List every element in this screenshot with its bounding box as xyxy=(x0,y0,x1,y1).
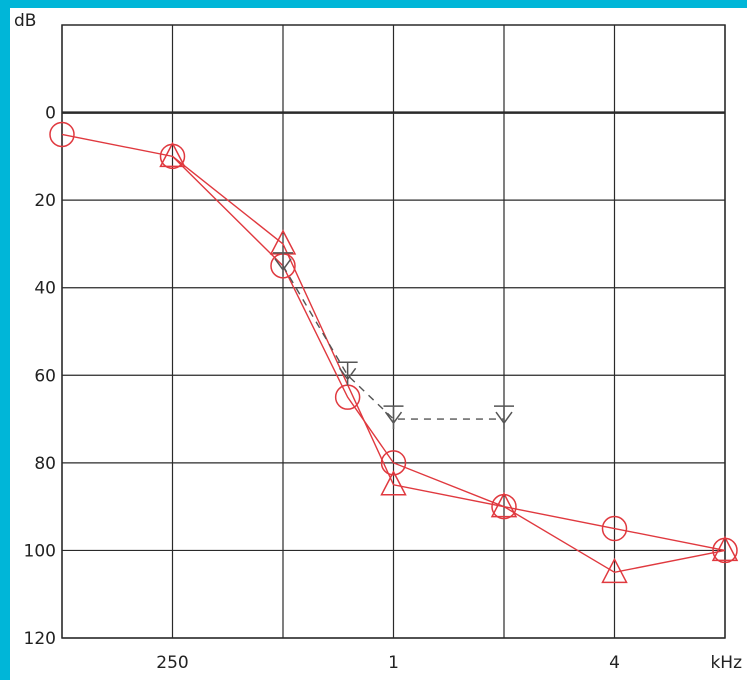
x-tick-label-0_25: 250 xyxy=(156,653,188,673)
y-tick-label-80: 80 xyxy=(34,454,56,474)
series-2-point-1 xyxy=(337,361,358,386)
series-0-point-4 xyxy=(380,450,407,476)
series-1-point-5 xyxy=(711,535,739,562)
series-2-line xyxy=(282,265,504,420)
series-0-point-6 xyxy=(601,515,628,542)
series-1-point-3 xyxy=(490,492,518,518)
x-tick-label-4: 4 xyxy=(609,653,620,673)
series-1-line xyxy=(172,155,726,574)
series-2-point-0 xyxy=(273,252,293,276)
y-tick-label-100: 100 xyxy=(24,541,56,561)
y-tick-label-120: 120 xyxy=(24,629,56,649)
y-axis-unit: dB xyxy=(14,11,36,31)
series-2-point-3 xyxy=(494,405,514,430)
series-1-point-4 xyxy=(601,557,628,584)
x-tick-label-1: 1 xyxy=(388,653,399,673)
label-layer: 0 20 40 60 80 100 120 250 1 4 dB kHz xyxy=(14,11,742,673)
grid xyxy=(61,24,726,639)
series-1-point-2 xyxy=(380,470,407,496)
y-tick-label-40: 40 xyxy=(34,279,56,299)
x-axis-unit: kHz xyxy=(710,653,742,673)
y-tick-label-0: 0 xyxy=(45,104,56,124)
series-0-line xyxy=(61,133,726,552)
series-2-point-2 xyxy=(383,405,404,430)
audiogram-chart: 0 20 40 60 80 100 120 250 1 4 dB kHz xyxy=(14,11,742,673)
series-layer xyxy=(49,121,739,584)
y-tick-label-60: 60 xyxy=(34,366,56,386)
y-tick-label-20: 20 xyxy=(34,191,56,211)
series-0-point-0 xyxy=(49,121,75,148)
series-1-point-0 xyxy=(159,141,186,168)
audiogram-frame: 0 20 40 60 80 100 120 250 1 4 dB kHz xyxy=(10,8,747,680)
